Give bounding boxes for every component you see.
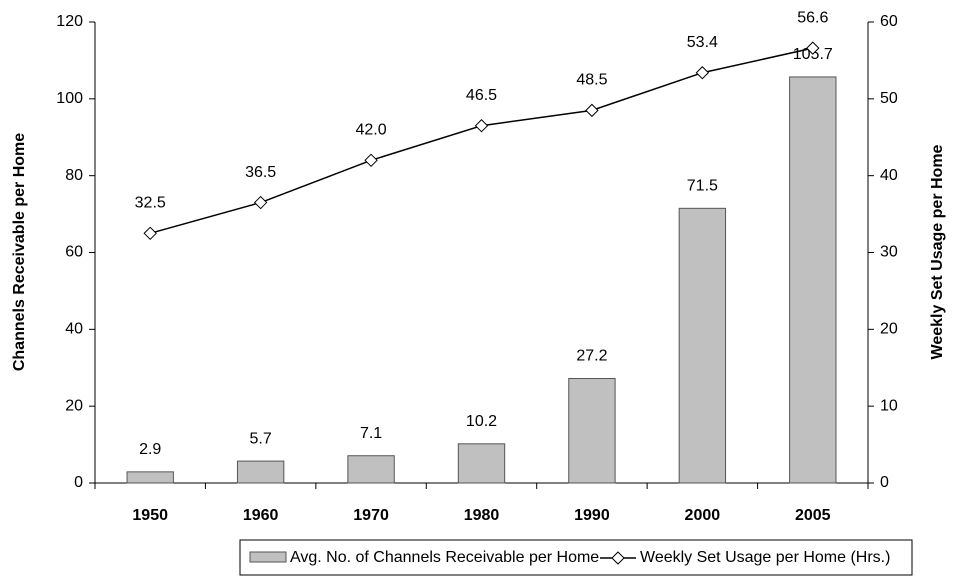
- y2-tick-label: 20: [880, 321, 898, 338]
- y-tick-label: 100: [56, 90, 83, 107]
- bar-value-label: 7.1: [360, 425, 382, 442]
- x-tick-label: 1990: [574, 507, 610, 524]
- y2-tick-label: 60: [880, 13, 898, 30]
- bar: [789, 76, 837, 484]
- y2-axis-label: Weekly Set Usage per Home: [929, 144, 946, 359]
- y-tick-label: 20: [65, 397, 83, 414]
- bar: [126, 471, 174, 484]
- bar-value-label: 2.9: [139, 441, 161, 458]
- y2-tick-label: 0: [880, 474, 889, 491]
- line-marker: [364, 153, 378, 168]
- line-value-label: 32.5: [135, 195, 166, 212]
- legend-box: [239, 539, 913, 576]
- line-value-label: 48.5: [576, 72, 607, 89]
- x-tick-label: 1970: [353, 507, 389, 524]
- x-tick-label: 2005: [795, 507, 831, 524]
- legend-swatch: [249, 551, 287, 563]
- line-value-label: 36.5: [245, 164, 276, 181]
- bar: [347, 455, 395, 484]
- bar-value-label: 71.5: [687, 178, 718, 195]
- y-tick-label: 40: [65, 321, 83, 338]
- line-value-label: 46.5: [466, 87, 497, 104]
- x-tick-label: 1980: [464, 507, 500, 524]
- y2-tick-label: 10: [880, 397, 898, 414]
- legend-label: Weekly Set Usage per Home (Hrs.): [640, 549, 890, 566]
- y2-tick-label: 50: [880, 90, 898, 107]
- x-tick-label: 1960: [243, 507, 279, 524]
- line-marker: [695, 66, 710, 80]
- y-tick-label: 60: [65, 244, 83, 261]
- line-marker: [253, 195, 268, 210]
- y-tick-label: 0: [74, 474, 83, 491]
- line-marker: [585, 103, 599, 118]
- bar-value-label: 27.2: [576, 348, 607, 365]
- y-tick-label: 80: [65, 167, 83, 184]
- legend-label: Avg. No. of Channels Receivable per Home: [290, 549, 599, 566]
- line-value-label: 56.6: [797, 9, 828, 26]
- line: [150, 47, 813, 235]
- y-tick-label: 120: [56, 13, 83, 30]
- bar-value-label: 10.2: [466, 413, 497, 430]
- y2-tick-label: 40: [880, 167, 898, 184]
- bar: [678, 207, 727, 484]
- bar: [457, 443, 506, 484]
- bar-value-label: 5.7: [250, 430, 272, 447]
- y-axis-label: Channels Receivable per Home: [11, 133, 28, 371]
- legend-swatch: [611, 551, 625, 565]
- bar: [236, 460, 285, 484]
- y2-tick-label: 30: [880, 244, 898, 261]
- bar: [568, 378, 616, 484]
- x-tick-label: 1950: [132, 507, 168, 524]
- line-value-label: 53.4: [687, 34, 718, 51]
- line-marker: [474, 119, 489, 133]
- x-tick-label: 2000: [685, 507, 721, 524]
- line-marker: [143, 226, 157, 240]
- line-value-label: 42.0: [356, 122, 387, 139]
- line-marker: [806, 41, 820, 55]
